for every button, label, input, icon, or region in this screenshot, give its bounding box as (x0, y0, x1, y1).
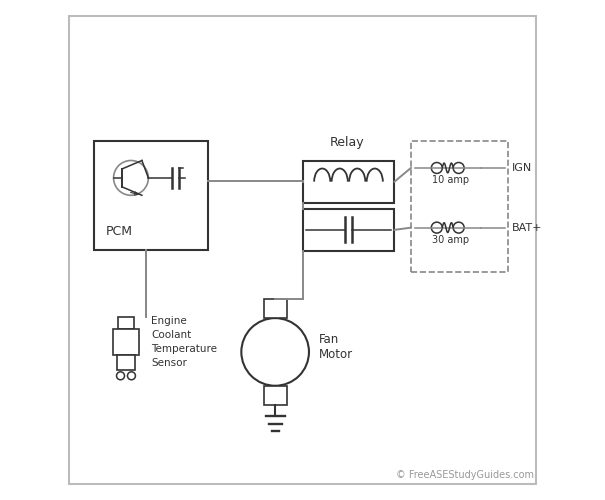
Bar (94, 140, 208, 250)
Text: Relay: Relay (330, 136, 365, 148)
Text: Fan
Motor: Fan Motor (319, 333, 353, 361)
Bar (118, 317, 134, 329)
Bar (411, 140, 508, 272)
Circle shape (241, 318, 309, 386)
Text: 30 amp: 30 amp (431, 234, 469, 244)
Text: © FreeASEStudyGuides.com: © FreeASEStudyGuides.com (396, 470, 534, 480)
Text: BAT+: BAT+ (512, 222, 542, 232)
Text: Engine
Coolant
Temperature
Sensor: Engine Coolant Temperature Sensor (151, 316, 217, 368)
Bar (117, 355, 136, 370)
Bar (302, 208, 394, 251)
Text: PCM: PCM (106, 224, 133, 237)
Bar (264, 299, 287, 318)
Text: 10 amp: 10 amp (431, 175, 469, 185)
Text: IGN: IGN (512, 163, 532, 173)
Bar (302, 160, 394, 203)
Bar (113, 329, 139, 355)
Bar (264, 386, 287, 404)
FancyArrowPatch shape (131, 192, 138, 195)
